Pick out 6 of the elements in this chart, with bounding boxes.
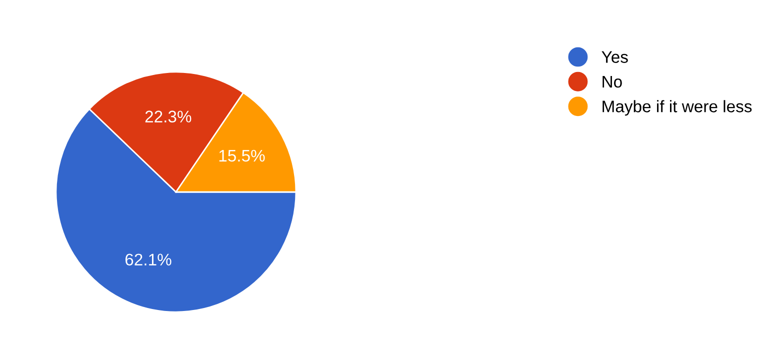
data-label: 62.1% bbox=[125, 254, 172, 266]
data-label: 15.5% bbox=[219, 150, 265, 162]
data-label: 22.3% bbox=[145, 110, 192, 122]
legend-label: Maybe if it were less bbox=[602, 100, 752, 116]
legend-label: Yes bbox=[602, 51, 628, 63]
legend-label: No bbox=[602, 76, 622, 88]
